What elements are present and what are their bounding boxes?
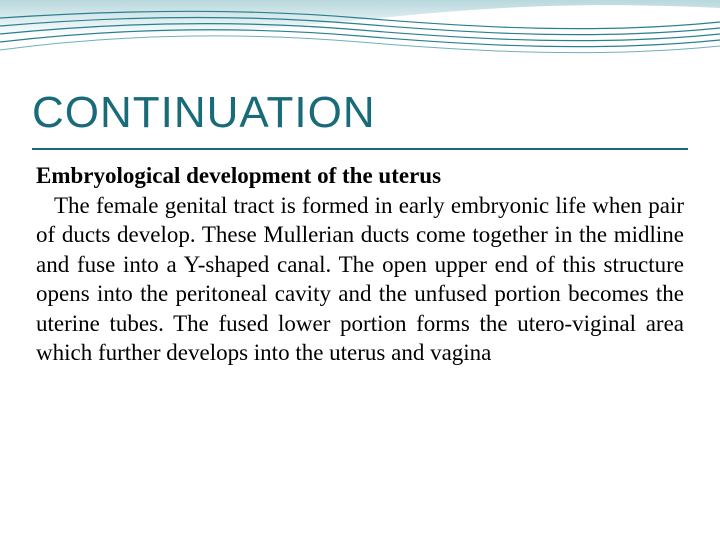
wave-decoration <box>0 0 720 80</box>
subheading: Embryological development of the uterus <box>36 162 684 191</box>
slide-title: CONTINUATION <box>32 88 376 138</box>
slide-content: Embryological development of the uterus … <box>36 162 684 367</box>
slide: CONTINUATION Embryological development o… <box>0 0 720 540</box>
body-paragraph: The female genital tract is formed in ea… <box>36 191 684 368</box>
title-underline <box>32 148 688 150</box>
